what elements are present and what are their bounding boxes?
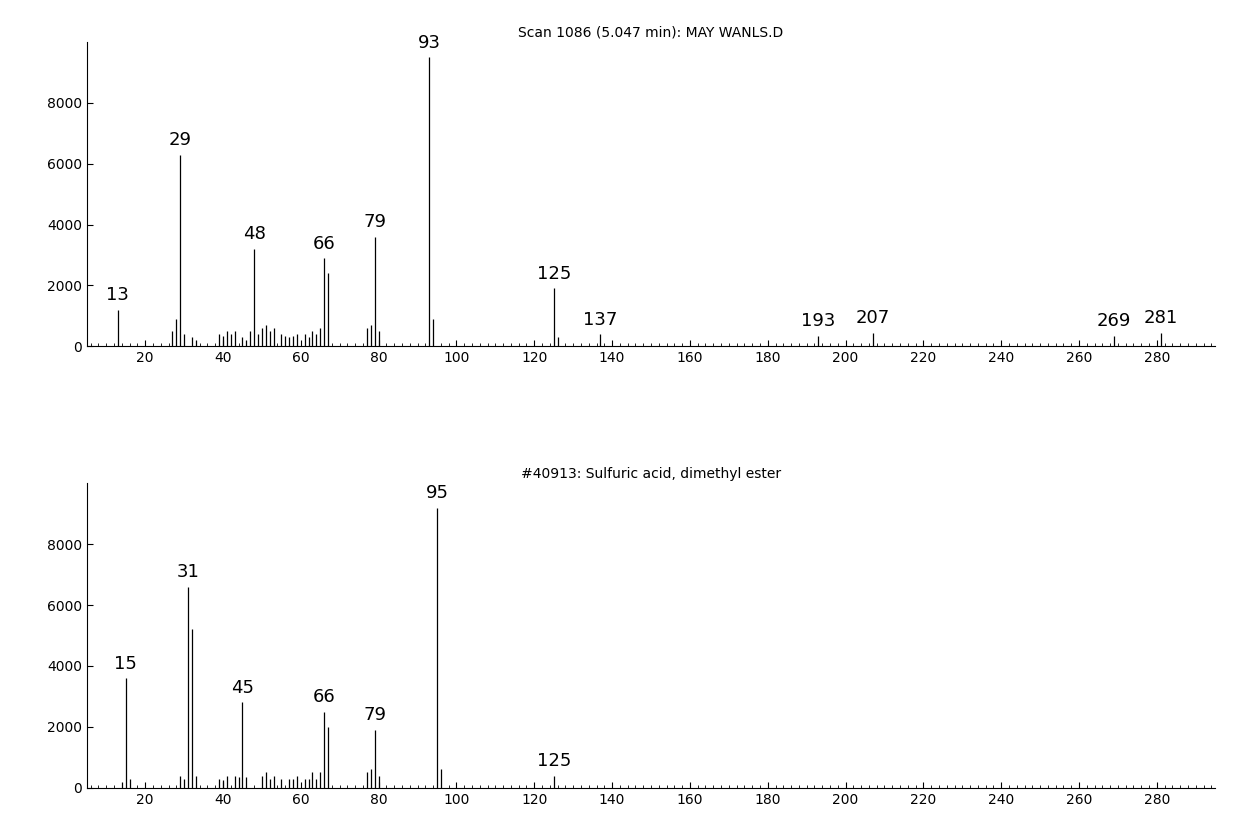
Text: 95: 95 bbox=[425, 484, 449, 502]
Text: 93: 93 bbox=[418, 34, 440, 52]
Text: 29: 29 bbox=[169, 131, 192, 149]
Text: 79: 79 bbox=[363, 213, 386, 231]
Text: 269: 269 bbox=[1097, 313, 1131, 330]
Text: 281: 281 bbox=[1143, 309, 1178, 327]
Text: 125: 125 bbox=[537, 752, 570, 770]
Text: 207: 207 bbox=[856, 309, 890, 327]
Text: 31: 31 bbox=[176, 563, 200, 582]
Text: 66: 66 bbox=[312, 688, 336, 706]
Text: 137: 137 bbox=[583, 311, 618, 328]
Text: 48: 48 bbox=[243, 225, 265, 243]
Text: 193: 193 bbox=[801, 313, 836, 330]
Text: 66: 66 bbox=[312, 235, 336, 252]
Text: 13: 13 bbox=[107, 287, 129, 304]
Text: 45: 45 bbox=[231, 679, 254, 697]
Title: Scan 1086 (5.047 min): MAY WANLS.D: Scan 1086 (5.047 min): MAY WANLS.D bbox=[518, 25, 784, 39]
Text: 79: 79 bbox=[363, 706, 386, 724]
Text: 125: 125 bbox=[537, 265, 570, 283]
Text: 15: 15 bbox=[114, 654, 138, 673]
Title: #40913: Sulfuric acid, dimethyl ester: #40913: Sulfuric acid, dimethyl ester bbox=[521, 467, 781, 481]
